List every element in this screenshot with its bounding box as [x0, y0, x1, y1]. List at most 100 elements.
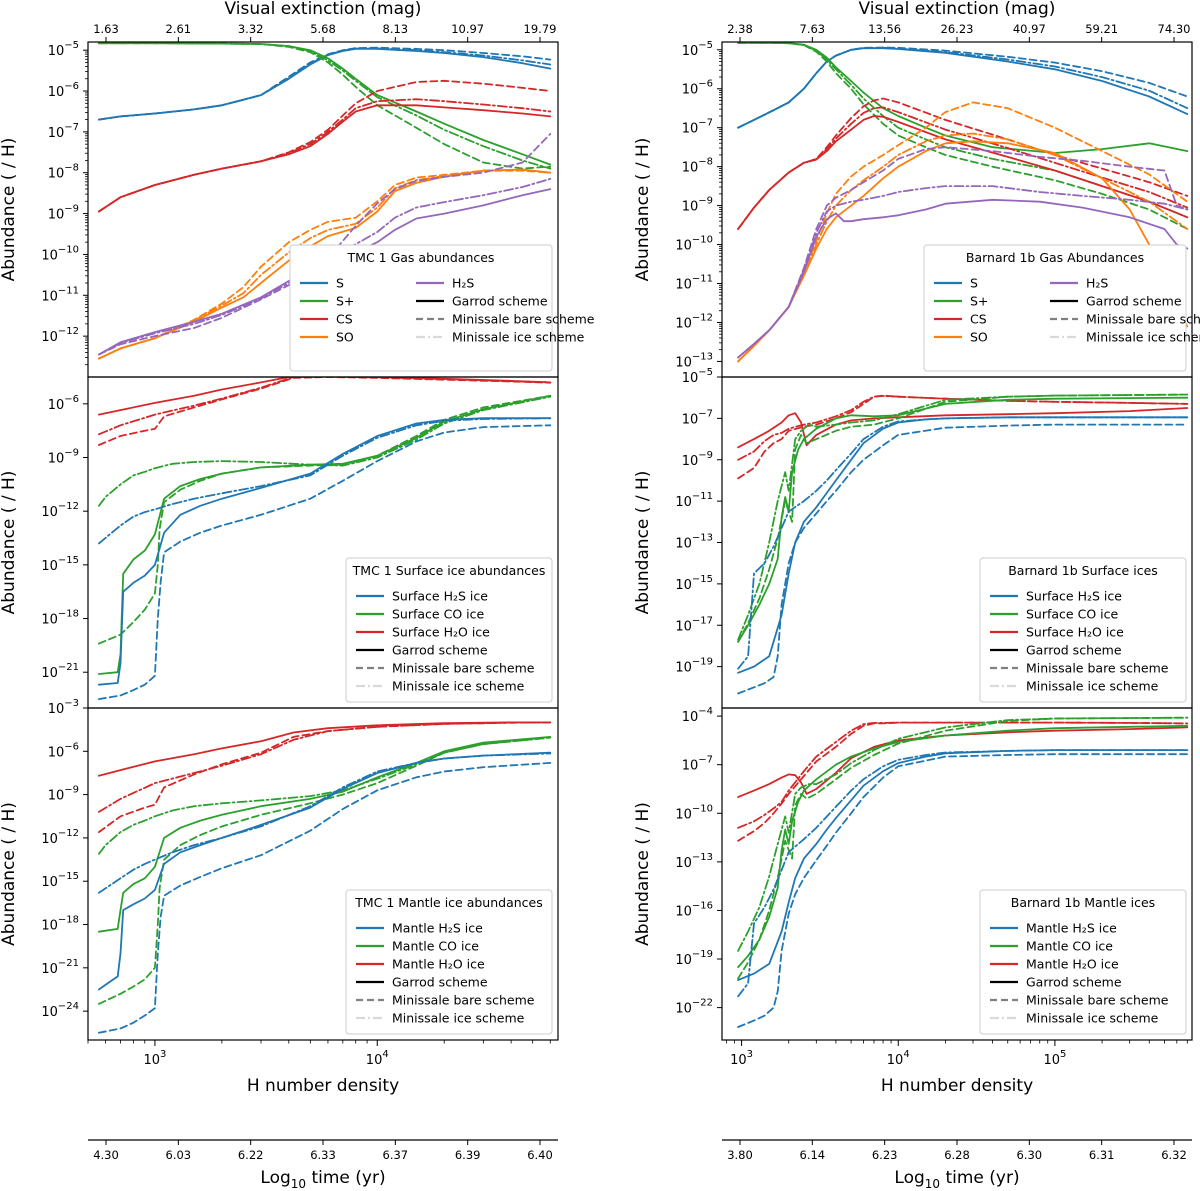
series-h2s_ice-ice — [737, 749, 1189, 998]
series-h2s_ice-ice — [98, 752, 552, 894]
legend-box — [345, 889, 553, 1035]
legend-entry-species: Mantle H₂O ice — [1026, 957, 1119, 972]
figure-tmc1: 1.63 2.61 3.32 5.68 8.13 10.97 19.79 Visual ext… — [0, 0, 595, 1191]
y-tick-label: 10−8 — [682, 157, 713, 176]
panel-mantle: 10−24 10−21 10−18 10−15 10−12 10−9 10−6 10−3 Abu… — [0, 698, 559, 1041]
legend-entry-scheme: Minissale ice scheme — [392, 679, 525, 694]
legend-entry-scheme: Garrod scheme — [392, 975, 488, 990]
legend-title: TMC 1 Gas abundances — [347, 250, 495, 265]
y-tick-label: 10−11 — [41, 285, 79, 304]
legend-entry-scheme: Minissale bare scheme — [392, 661, 535, 676]
y-tick-label: 10−10 — [41, 244, 79, 263]
series-h2s_ice-garrod — [98, 417, 552, 686]
y-tick-label: 10−6 — [682, 79, 713, 98]
legend-box — [979, 557, 1187, 703]
time-axis-tick-label: 6.32 — [1161, 1148, 1187, 1162]
legend-entry-species: Surface CO ice — [1026, 607, 1118, 622]
legend: TMC 1 Surface ice abundances Surface H₂S … — [345, 557, 553, 703]
time-axis-tick-label: 6.37 — [383, 1148, 409, 1162]
top-axis-tick-label: 74.30 — [1158, 22, 1191, 36]
legend-entry-species: S — [336, 276, 344, 291]
legend-entry-scheme: Minissale bare scheme — [1086, 312, 1200, 327]
y-axis-label: Abundance ( / H) — [633, 802, 653, 946]
y-tick-label: 10−16 — [675, 900, 713, 919]
series-splus-bare — [737, 42, 1189, 230]
series-group — [737, 393, 1189, 695]
legend-box — [289, 244, 553, 372]
panel-gas: 10−13 10−12 10−11 10−10 10−9 10−8 10−7 10−6 10−5… — [633, 40, 1200, 378]
series-h2o_ice-garrod — [737, 726, 1189, 798]
series-h2s-ice — [737, 185, 1189, 359]
series-h2o_ice-garrod — [737, 407, 1189, 449]
series-co_ice-ice — [737, 393, 1189, 641]
legend-box — [979, 889, 1187, 1035]
y-tick-label: 10−12 — [41, 501, 79, 520]
legend-entry-scheme: Minissale bare scheme — [392, 993, 535, 1008]
legend-title: Barnard 1b Mantle ices — [1011, 895, 1155, 910]
legend-entry-species: Surface H₂O ice — [1026, 625, 1124, 640]
y-tick-label: 10−19 — [675, 949, 713, 968]
series-h2o_ice-bare — [98, 721, 552, 833]
legend: Barnard 1b Mantle ices Mantle H₂S ice Mant… — [979, 889, 1187, 1035]
y-axis-label: Abundance ( / H) — [633, 471, 653, 615]
top-axis-tick-label: 5.68 — [310, 22, 336, 36]
series-co_ice-ice — [98, 395, 552, 507]
legend-entry-species: Mantle CO ice — [392, 939, 479, 954]
series-h2o_ice-bare — [737, 721, 1189, 842]
legend: Barnard 1b Gas Abundances S S+ CS SO H₂S Garro… — [923, 244, 1200, 372]
legend-entry-scheme: Minissale ice scheme — [1026, 1011, 1159, 1026]
x-axis-label: H number density — [881, 1076, 1033, 1096]
legend-entry-scheme: Garrod scheme — [1086, 294, 1182, 309]
series-co_ice-bare — [737, 393, 1189, 643]
series-splus-bare — [98, 42, 552, 170]
time-axis-label: Log10 time (yr) — [894, 1168, 1019, 1191]
series-h2s_ice-bare — [737, 423, 1189, 695]
series-h2s_ice-bare — [98, 424, 552, 700]
y-tick-label: 10−3 — [48, 698, 79, 717]
series-s-ice — [737, 46, 1189, 129]
top-axis-tick-label: 19.79 — [524, 22, 557, 36]
series-co_ice-ice — [737, 716, 1189, 952]
y-tick-label: 10−12 — [41, 326, 79, 345]
series-h2s-bare — [737, 146, 1189, 359]
series-co_ice-bare — [98, 394, 552, 645]
time-axis-tick-label: 6.23 — [872, 1148, 898, 1162]
panel-frame — [87, 707, 559, 1041]
series-h2o_ice-ice — [98, 721, 552, 813]
legend-entry-scheme: Minissale ice scheme — [392, 1011, 525, 1026]
legend-box — [345, 557, 553, 703]
y-tick-label: 10−5 — [682, 40, 713, 59]
x-axis-label: H number density — [247, 1076, 399, 1096]
legend-title: TMC 1 Surface ice abundances — [352, 563, 546, 578]
series-h2o_ice-ice — [98, 377, 552, 436]
series-so-ice — [98, 168, 552, 360]
time-axis-tick-label: 6.14 — [800, 1148, 826, 1162]
y-tick-label: 10−9 — [48, 785, 79, 804]
y-axis-label: Abundance ( / H) — [0, 138, 19, 282]
series-s-ice — [98, 47, 552, 121]
top-axis-tick-label: 7.63 — [800, 22, 826, 36]
legend-entry-species: Surface H₂O ice — [392, 625, 490, 640]
y-axis-label: Abundance ( / H) — [0, 802, 19, 946]
time-axis-tick-label: 4.30 — [93, 1148, 119, 1162]
y-tick-label: 10−13 — [675, 351, 713, 370]
series-h2s_ice-garrod — [98, 751, 552, 991]
time-axis-tick-label: 6.30 — [1017, 1148, 1043, 1162]
series-co_ice-garrod — [737, 396, 1189, 643]
legend-entry-scheme: Garrod scheme — [1026, 975, 1122, 990]
time-axis-tick-label: 6.31 — [1089, 1148, 1115, 1162]
y-tick-label: 10−9 — [682, 450, 713, 469]
series-h2s_ice-bare — [98, 762, 552, 1034]
legend-entry-species: H₂S — [452, 276, 474, 291]
top-axis-tick-label: 59.21 — [1085, 22, 1118, 36]
series-s-bare — [737, 46, 1189, 129]
x-tick-label: 103 — [730, 1049, 753, 1068]
legend-entry-scheme: Minissale ice scheme — [1086, 330, 1200, 345]
y-tick-label: 10−18 — [41, 609, 79, 628]
series-group — [737, 42, 1189, 363]
y-tick-label: 10−21 — [41, 662, 79, 681]
series-group — [98, 377, 552, 700]
series-h2s_ice-ice — [737, 416, 1189, 670]
x-tick-label: 103 — [143, 1049, 166, 1068]
